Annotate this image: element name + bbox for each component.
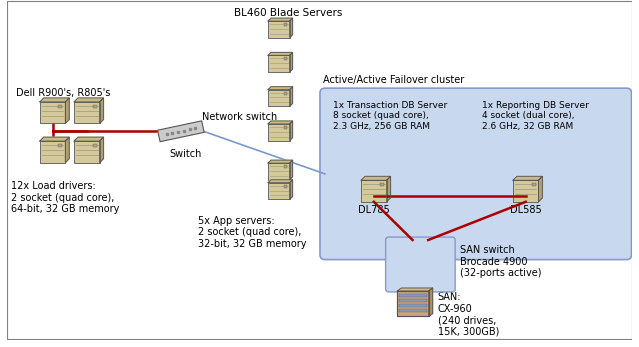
- Text: San
Switch: San Switch: [403, 254, 438, 275]
- Polygon shape: [539, 176, 543, 202]
- Bar: [361, 180, 387, 202]
- Bar: [268, 90, 289, 106]
- Bar: [399, 299, 427, 302]
- Polygon shape: [40, 98, 69, 102]
- Bar: [74, 102, 100, 124]
- Polygon shape: [289, 18, 293, 38]
- Bar: [284, 92, 287, 94]
- Polygon shape: [289, 180, 293, 200]
- Bar: [399, 304, 427, 307]
- Polygon shape: [513, 176, 543, 180]
- Bar: [284, 165, 287, 168]
- Polygon shape: [158, 121, 204, 142]
- Polygon shape: [74, 98, 104, 102]
- Text: SAN:
CX-960
(240 drives,
15K, 300GB): SAN: CX-960 (240 drives, 15K, 300GB): [438, 292, 499, 337]
- Polygon shape: [289, 52, 293, 72]
- Bar: [284, 23, 287, 26]
- Polygon shape: [74, 137, 104, 141]
- Bar: [93, 105, 96, 108]
- Polygon shape: [268, 87, 293, 90]
- Polygon shape: [289, 160, 293, 180]
- Bar: [268, 183, 289, 200]
- Bar: [58, 144, 63, 147]
- Polygon shape: [65, 98, 69, 124]
- Polygon shape: [289, 87, 293, 106]
- Polygon shape: [268, 52, 293, 56]
- Polygon shape: [100, 137, 104, 163]
- Bar: [399, 294, 427, 297]
- Text: Network switch: Network switch: [203, 112, 278, 121]
- Polygon shape: [268, 160, 293, 163]
- Bar: [268, 21, 289, 38]
- Polygon shape: [361, 176, 390, 180]
- Polygon shape: [65, 137, 69, 163]
- Text: DL585: DL585: [510, 205, 542, 215]
- Text: 12x Load drivers:
2 socket (quad core),
64-bit, 32 GB memory: 12x Load drivers: 2 socket (quad core), …: [12, 181, 119, 214]
- Bar: [532, 183, 535, 186]
- Polygon shape: [268, 121, 293, 124]
- Polygon shape: [100, 98, 104, 124]
- Bar: [74, 141, 100, 163]
- Polygon shape: [268, 18, 293, 21]
- Bar: [284, 185, 287, 188]
- Text: 5x App servers:
2 socket (quad core),
32-bit, 32 GB memory: 5x App servers: 2 socket (quad core), 32…: [197, 215, 306, 249]
- Polygon shape: [289, 121, 293, 141]
- Bar: [397, 291, 429, 316]
- Text: Switch: Switch: [169, 149, 202, 159]
- Bar: [268, 56, 289, 72]
- Polygon shape: [268, 180, 293, 183]
- Bar: [380, 183, 383, 186]
- Polygon shape: [387, 176, 390, 202]
- Bar: [268, 124, 289, 141]
- Text: DL785: DL785: [358, 205, 390, 215]
- Bar: [399, 308, 427, 312]
- Bar: [40, 102, 65, 124]
- Polygon shape: [429, 288, 433, 316]
- Bar: [284, 57, 287, 60]
- Text: 1x Reporting DB Server
4 socket (dual core),
2.6 GHz, 32 GB RAM: 1x Reporting DB Server 4 socket (dual co…: [482, 101, 589, 131]
- Text: Active/Active Failover cluster: Active/Active Failover cluster: [323, 75, 464, 85]
- Bar: [93, 144, 96, 147]
- Polygon shape: [397, 288, 433, 291]
- Text: SAN switch
Brocade 4900
(32-ports active): SAN switch Brocade 4900 (32-ports active…: [460, 245, 542, 278]
- Bar: [284, 126, 287, 129]
- Text: 1x Transaction DB Server
8 socket (quad core),
2.3 GHz, 256 GB RAM: 1x Transaction DB Server 8 socket (quad …: [333, 101, 447, 131]
- FancyBboxPatch shape: [320, 88, 631, 260]
- Text: BL460 Blade Servers: BL460 Blade Servers: [235, 8, 343, 18]
- Bar: [513, 180, 539, 202]
- FancyBboxPatch shape: [385, 237, 455, 292]
- Polygon shape: [40, 137, 69, 141]
- Bar: [268, 163, 289, 180]
- Text: Dell R900's, R805's: Dell R900's, R805's: [17, 88, 111, 98]
- Bar: [40, 141, 65, 163]
- Bar: [58, 105, 63, 108]
